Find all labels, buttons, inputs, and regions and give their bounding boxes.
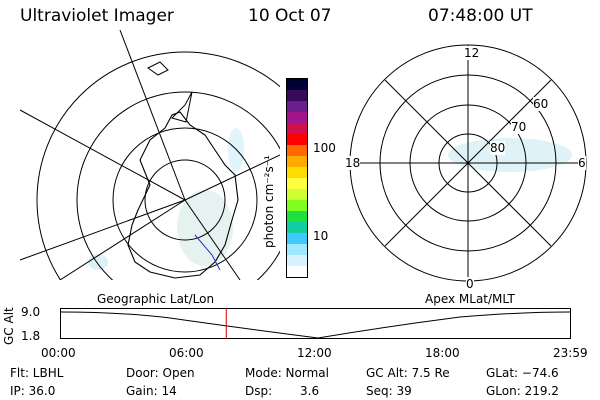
colorbar: photon cm⁻²s⁻¹ 100 10 [262, 78, 336, 278]
time-label: 07:48:00 UT [428, 6, 533, 26]
door-info: Door: Open [126, 366, 195, 380]
apex-caption: Apex MLat/MLT [425, 292, 515, 306]
mlat-mlt-plot [349, 44, 587, 282]
instrument-title: Ultraviolet Imager [20, 6, 174, 26]
timeline-xtick-1200: 12:00 [297, 346, 332, 360]
colorbar-segment [287, 156, 307, 167]
mlt-label-12: 12 [464, 46, 480, 60]
colorbar-segment [287, 222, 307, 233]
colorbar-segment [287, 244, 307, 255]
timeline-xtick-2359: 23:59 [553, 346, 588, 360]
colorbar-tick-10: 10 [313, 229, 329, 243]
colorbar-tick-100: 100 [313, 141, 336, 155]
mlt-label-0: 0 [466, 277, 474, 291]
colorbar-unit-label: photon cm⁻²s⁻¹ [262, 155, 276, 248]
timeline-axis-label: GC Alt [2, 307, 16, 345]
timeline-ytick-high: 9.0 [21, 305, 41, 319]
mlat-label-80: 80 [490, 141, 506, 155]
timeline-xtick-0600: 06:00 [169, 346, 204, 360]
glon-info: GLon: 219.2 [486, 384, 559, 398]
timeline-xtick-0000: 00:00 [41, 346, 76, 360]
altitude-timeline [60, 308, 571, 339]
mlat-label-60: 60 [533, 97, 549, 111]
mlt-label-18: 18 [345, 156, 361, 170]
filter-info: Flt: LBHL [10, 366, 64, 380]
dsp-label: Dsp: [245, 384, 273, 398]
colorbar-segment [287, 79, 307, 90]
colorbar-gradient [286, 78, 308, 278]
geographic-map [19, 30, 280, 280]
seq-info: Seq: 39 [366, 384, 412, 398]
colorbar-segment [287, 189, 307, 200]
colorbar-segment [287, 123, 307, 134]
colorbar-segment [287, 233, 307, 244]
colorbar-segment [287, 112, 307, 123]
colorbar-segment [287, 266, 307, 277]
timeline-xtick-1800: 18:00 [425, 346, 460, 360]
colorbar-segment [287, 200, 307, 211]
geographic-caption: Geographic Lat/Lon [97, 292, 215, 306]
mlt-label-6: 6 [578, 156, 586, 170]
colorbar-segment [287, 211, 307, 222]
colorbar-segment [287, 101, 307, 112]
colorbar-segment [287, 167, 307, 178]
colorbar-segment [287, 90, 307, 101]
colorbar-segment [287, 134, 307, 145]
colorbar-segment [287, 178, 307, 189]
glat-info: GLat: −74.6 [486, 366, 559, 380]
ip-info: IP: 36.0 [10, 384, 56, 398]
dsp-value: 3.6 [300, 384, 320, 398]
mlat-label-70: 70 [511, 120, 527, 134]
header: Ultraviolet Imager 10 Oct 07 07:48:00 UT [0, 6, 600, 30]
gain-info: Gain: 14 [126, 384, 177, 398]
colorbar-segment [287, 145, 307, 156]
timeline-ytick-low: 1.8 [21, 329, 41, 343]
gc-alt-info: GC Alt: 7.5 Re [366, 366, 450, 380]
colorbar-segment [287, 255, 307, 266]
date-label: 10 Oct 07 [248, 6, 332, 26]
mode-info: Mode: Normal [245, 366, 329, 380]
